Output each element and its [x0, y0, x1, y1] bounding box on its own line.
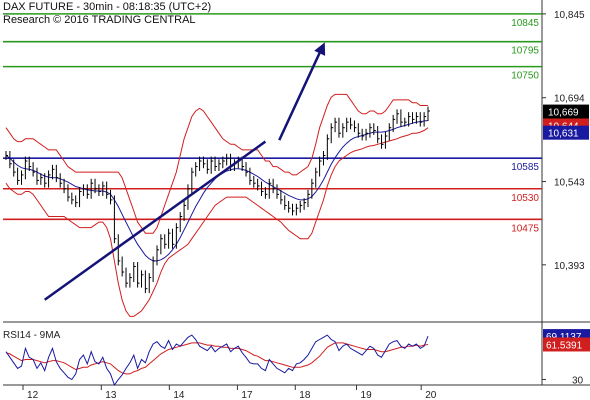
forecast-arrow-head	[314, 42, 326, 56]
bollinger-upper-line	[5, 93, 428, 234]
level-label-10750: 10750	[511, 71, 539, 82]
price-badge-label-10,669: 10,669	[548, 108, 579, 119]
level-label-10530: 10530	[511, 193, 539, 204]
price-badge-10,669	[543, 104, 589, 119]
y-tick-label-10,845: 10,845	[554, 10, 585, 21]
y-tick-label-10,543: 10,543	[554, 178, 585, 189]
chart-title: DAX FUTURE - 30min - 08:18:35 (UTC+2)	[3, 1, 212, 13]
price-badge-10,631	[543, 125, 589, 140]
x-tick-label-12: 12	[27, 390, 39, 400]
rsi-badge-label-61.5391: 61.5391	[546, 340, 583, 351]
support-trendline	[43, 140, 267, 301]
x-tick-label-14: 14	[173, 390, 185, 400]
forecast-arrow-line	[278, 49, 322, 141]
x-tick-label-13: 13	[105, 390, 117, 400]
level-label-10475: 10475	[511, 223, 539, 234]
rsi-ma-line	[5, 342, 429, 375]
level-label-10845: 10845	[511, 18, 539, 29]
rsi-badge-61.5391	[543, 337, 590, 352]
price-badge-label-10,631: 10,631	[548, 129, 579, 140]
moving-average-line	[5, 120, 429, 262]
x-tick-label-18: 18	[299, 390, 311, 400]
x-tick-label-17: 17	[241, 390, 253, 400]
research-credit: Research © 2016 TRADING CENTRAL	[3, 14, 196, 26]
rsi-title: RSI14 - 9MA	[3, 330, 61, 341]
x-tick-label-19: 19	[361, 390, 373, 400]
level-label-10795: 10795	[511, 46, 539, 57]
x-tick-label-20: 20	[425, 390, 437, 400]
bollinger-lower-line	[5, 127, 429, 317]
rsi-y-tick-label-30: 30	[572, 375, 584, 386]
y-tick-label-10,694: 10,694	[554, 94, 585, 105]
y-tick-label-10,393: 10,393	[554, 261, 585, 272]
rsi-line	[5, 334, 429, 387]
level-label-10585: 10585	[511, 162, 539, 173]
